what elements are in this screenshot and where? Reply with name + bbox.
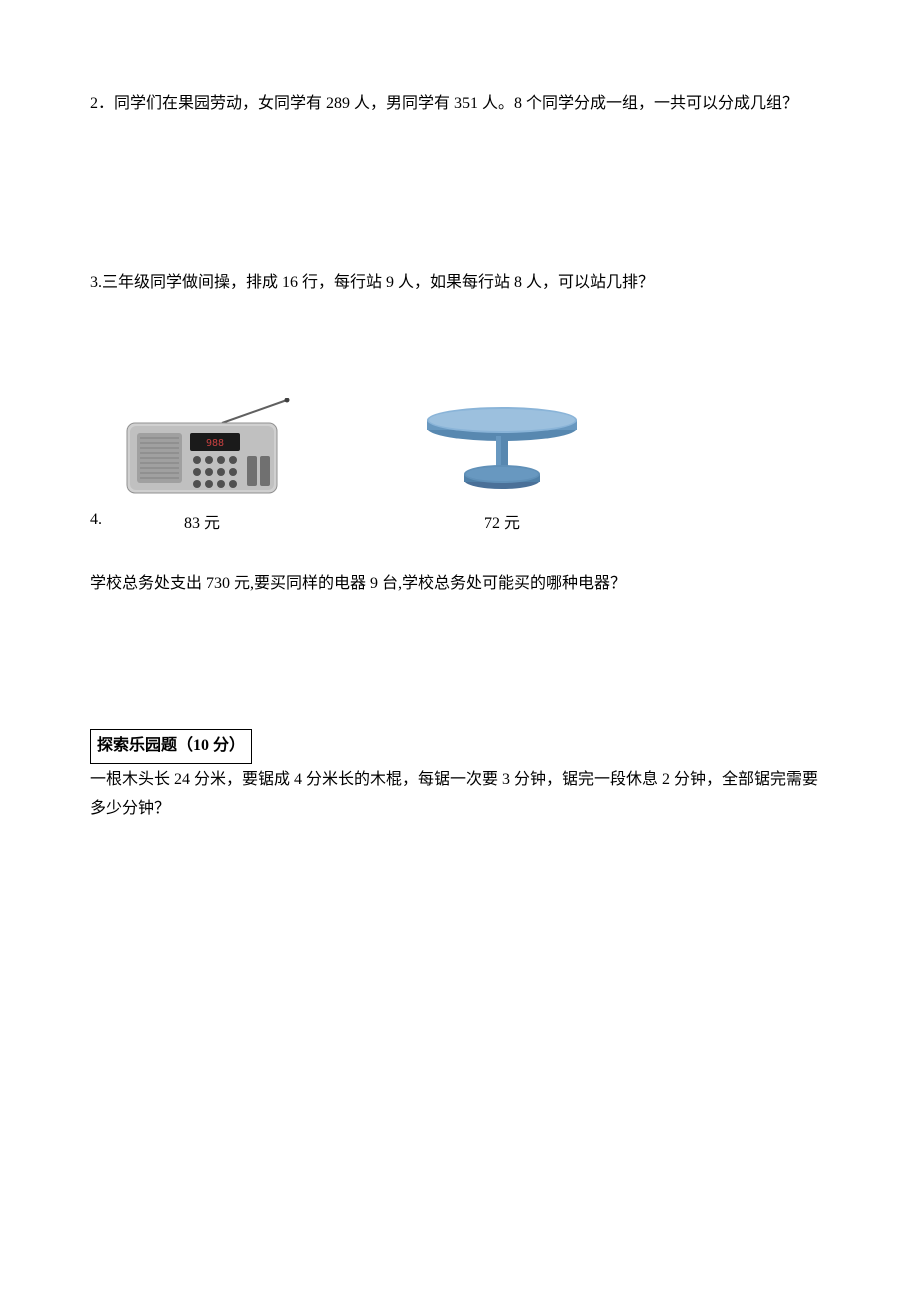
radio-image: 988 — [112, 398, 292, 498]
product-desk: 72 元 — [412, 398, 592, 539]
product-radio: 988 — [112, 398, 292, 539]
bonus-section: 探索乐园题（10 分） 一根木头长 24 分米，要锯成 4 分米长的木棍，每锯一… — [90, 729, 830, 823]
question-4-text: 学校总务处支出 730 元,要买同样的电器 9 台,学校总务处可能买的哪种电器？ — [90, 570, 830, 599]
question-2-text: 2．同学们在果园劳动，女同学有 289 人，男同学有 351 人。8 个同学分成… — [90, 95, 798, 112]
svg-text:988: 988 — [206, 438, 224, 449]
question-4-header: 4. — [90, 398, 830, 539]
desk-image — [412, 398, 592, 498]
question-4: 4. — [90, 398, 830, 600]
question-3-text: 3.三年级同学做间操，排成 16 行，每行站 9 人，如果每行站 8 人，可以站… — [90, 274, 654, 291]
radio-icon: 988 — [112, 398, 292, 498]
question-3: 3.三年级同学做间操，排成 16 行，每行站 9 人，如果每行站 8 人，可以站… — [90, 269, 830, 298]
product-images-row: 988 — [112, 398, 830, 539]
question-2: 2．同学们在果园劳动，女同学有 289 人，男同学有 351 人。8 个同学分成… — [90, 90, 830, 119]
bonus-text: 一根木头长 24 分米，要锯成 4 分米长的木棍，每锯一次要 3 分钟，锯完一段… — [90, 766, 830, 824]
radio-price: 83 元 — [184, 510, 220, 539]
question-4-number: 4. — [90, 506, 102, 539]
bonus-title: 探索乐园题（10 分） — [90, 729, 252, 764]
desk-price: 72 元 — [484, 510, 520, 539]
desk-icon — [412, 398, 592, 498]
